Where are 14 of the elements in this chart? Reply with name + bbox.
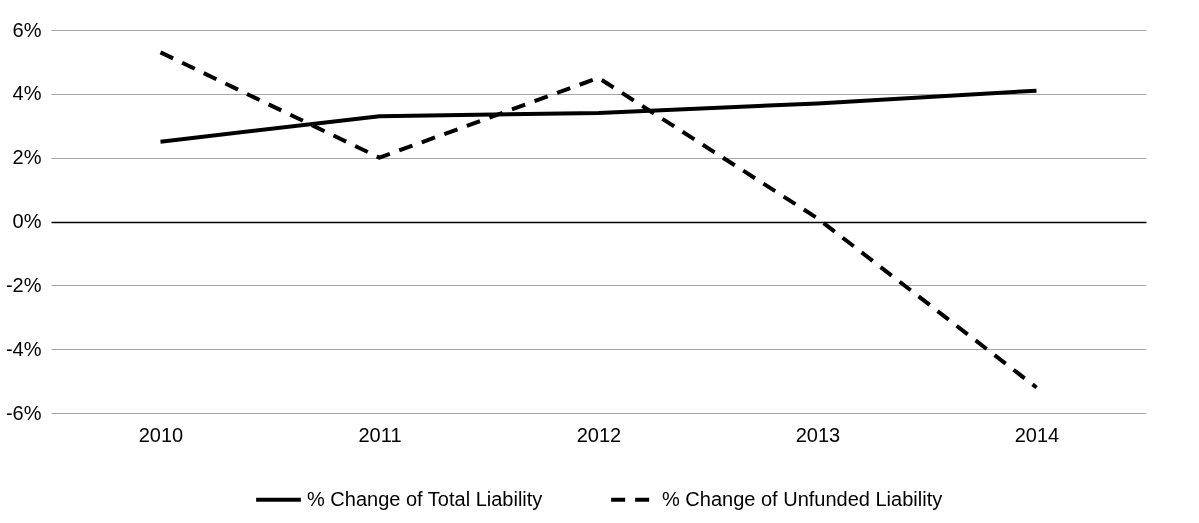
y-tick-label: -6%: [5, 401, 42, 424]
x-tick-label: 2014: [1014, 423, 1060, 446]
x-tick-label: 2012: [576, 423, 622, 446]
y-tick-label: 4%: [12, 82, 42, 105]
y-tick-label: 2%: [12, 146, 42, 169]
y-tick-label: -2%: [5, 273, 42, 296]
legend-label: % Change of Total Liability: [307, 487, 543, 510]
x-tick-label: 2013: [795, 423, 841, 446]
x-tick-label: 2010: [138, 423, 184, 446]
x-tick-label: 2011: [358, 423, 402, 446]
y-tick-label: -4%: [5, 337, 42, 360]
y-tick-label: 0%: [12, 210, 42, 232]
y-tick-label: 6%: [12, 18, 42, 41]
legend-label: % Change of Unfunded Liability: [662, 487, 943, 510]
